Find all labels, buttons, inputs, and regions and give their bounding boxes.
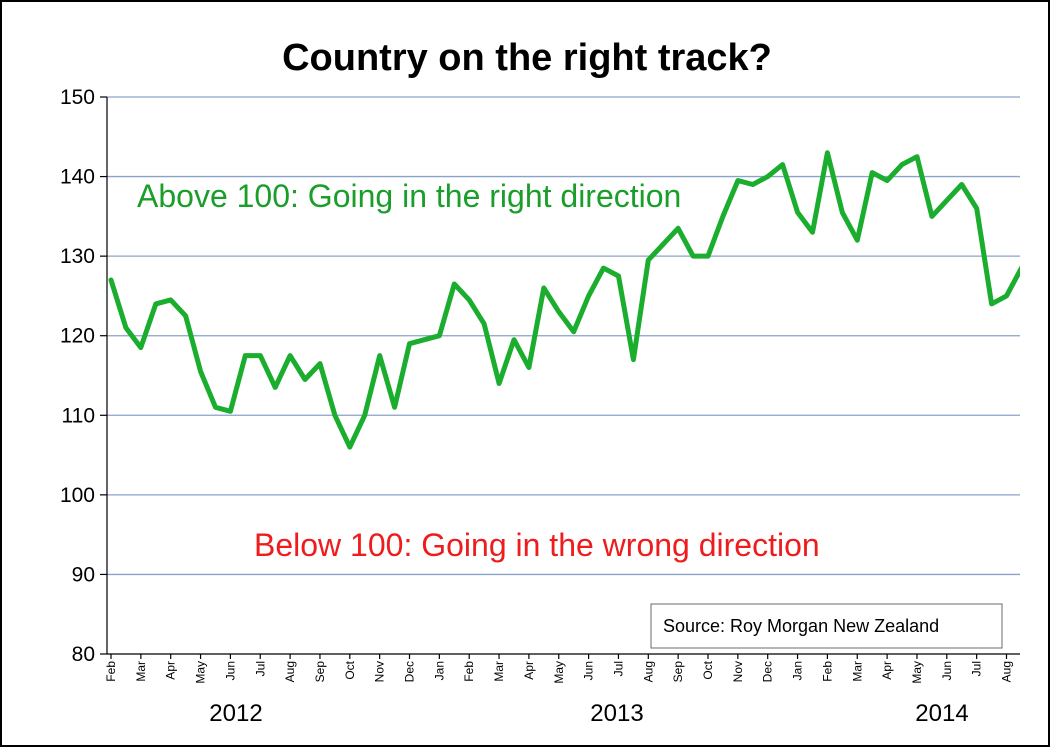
y-tick-label: 100 xyxy=(60,484,95,507)
y-tick-label: 110 xyxy=(62,404,95,427)
y-tick-label: 90 xyxy=(72,563,95,586)
x-axis-ticks: Feb Mar Apr May Jun Jul Aug Sep Oct Nov Dec Jan Feb M… xyxy=(104,654,1014,684)
year-label: 2012 xyxy=(209,700,262,727)
series-line-group xyxy=(108,150,1020,450)
x-tick-label: Sep xyxy=(671,661,685,683)
series-line xyxy=(108,150,1020,450)
y-tick-label: 120 xyxy=(60,325,95,348)
x-tick-label: Oct xyxy=(343,660,357,679)
x-tick-label: Jan xyxy=(791,661,805,680)
chart-title: Country on the right track? xyxy=(282,37,772,79)
x-tick-label: Jan xyxy=(432,661,446,680)
x-tick-label: Feb xyxy=(104,661,118,682)
y-tick-label: 150 xyxy=(60,86,95,109)
x-tick-label: Aug xyxy=(283,661,297,682)
below-100-annotation: Below 100: Going in the wrong direction xyxy=(254,527,820,563)
x-tick-label: Jun xyxy=(223,661,237,680)
x-tick-label: Apr xyxy=(522,661,536,680)
y-tick-label: 80 xyxy=(72,643,95,666)
x-tick-label: Aug xyxy=(641,661,655,682)
x-tick-label: Mar xyxy=(850,661,864,682)
y-axis-ticks: 150 140 130 120 110 100 90 80 xyxy=(60,86,107,666)
year-label: 2014 xyxy=(915,700,968,727)
x-tick-label: Mar xyxy=(492,661,506,682)
x-tick-label: May xyxy=(910,661,924,684)
x-tick-label: Feb xyxy=(820,661,834,682)
x-tick-label: Nov xyxy=(731,661,745,682)
year-label: 2013 xyxy=(590,700,643,727)
x-tick-label: May xyxy=(194,661,208,684)
x-tick-label: Feb xyxy=(462,661,476,682)
x-tick-label: Dec xyxy=(761,661,775,682)
x-tick-label: Jun xyxy=(582,661,596,680)
y-tick-label: 140 xyxy=(60,166,95,189)
x-tick-label: Nov xyxy=(373,661,387,682)
gridlines xyxy=(107,96,1020,576)
x-tick-label: May xyxy=(552,661,566,684)
x-tick-label: Apr xyxy=(880,661,894,680)
y-tick-label: 130 xyxy=(60,245,95,268)
x-tick-label: Jun xyxy=(940,661,954,680)
above-100-annotation: Above 100: Going in the right direction xyxy=(137,178,681,214)
x-tick-label: Jul xyxy=(611,661,625,676)
x-tick-label: Oct xyxy=(701,660,715,679)
x-tick-label: Aug xyxy=(1000,661,1014,682)
year-labels: 2012 2013 2014 xyxy=(209,700,968,727)
x-tick-label: Apr xyxy=(164,661,178,680)
source-box xyxy=(650,603,1003,649)
x-tick-label: Sep xyxy=(313,661,327,683)
x-tick-label: Dec xyxy=(403,661,417,682)
x-tick-label: Mar xyxy=(134,661,148,682)
x-tick-label: Jul xyxy=(970,661,984,676)
x-tick-label: Jul xyxy=(253,661,267,676)
source-note: Source: Roy Morgan New Zealand xyxy=(663,616,939,636)
